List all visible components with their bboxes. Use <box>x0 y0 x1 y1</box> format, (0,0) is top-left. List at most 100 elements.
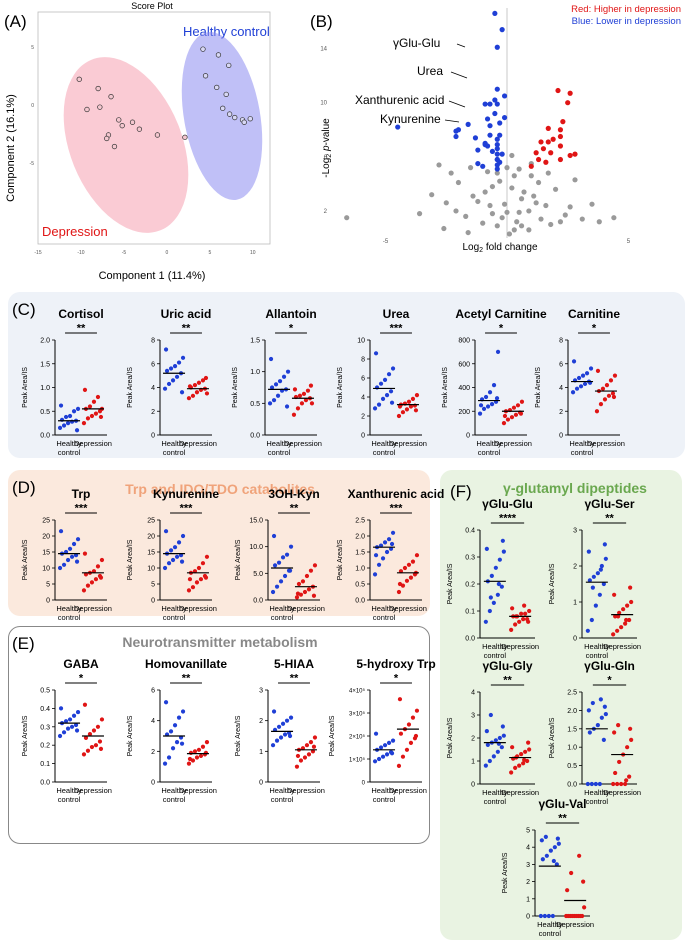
plot-title: Allantoin <box>265 307 316 321</box>
significance-stars: *** <box>75 503 89 515</box>
healthy-point <box>598 567 603 572</box>
depression-point <box>628 585 633 590</box>
y-tick-label: 4 <box>526 845 530 852</box>
depression-point <box>582 905 587 910</box>
healthy-point <box>485 742 490 748</box>
higher-point <box>555 87 561 94</box>
healthy-point <box>597 781 602 787</box>
plot-title: Trp <box>72 487 91 501</box>
depression-point <box>598 402 604 407</box>
depression-point <box>296 581 302 587</box>
score-plot-ytick: 5 <box>31 45 34 51</box>
nonsig-point <box>436 162 442 168</box>
higher-point <box>557 127 564 133</box>
nonsig-point <box>497 178 503 184</box>
y-tick-label: 6 <box>151 361 155 368</box>
nonsig-point <box>465 229 471 236</box>
nonsig-point <box>482 189 488 195</box>
annot-gglu-glu: γGlu-Glu <box>393 36 440 50</box>
healthy-point <box>276 560 282 565</box>
healthy-point <box>166 755 172 760</box>
panel-d-background <box>8 470 430 616</box>
healthy-point <box>389 400 395 405</box>
significance-stars: * <box>499 323 504 335</box>
healthy-point <box>384 393 390 398</box>
nonsig-point <box>487 202 493 209</box>
healthy-point <box>494 396 500 401</box>
healthy-point <box>382 540 388 545</box>
y-axis-label: Peak Area/IS <box>329 715 336 756</box>
depression-point <box>200 744 206 749</box>
x-label-control: control <box>268 448 291 457</box>
healthy-point <box>593 781 598 787</box>
depression-point <box>608 378 614 383</box>
lower-point <box>499 27 505 33</box>
healthy-point <box>477 411 483 416</box>
healthy-point <box>280 721 286 726</box>
depression-point <box>413 733 419 739</box>
y-tick-label: 1.0 <box>567 745 577 752</box>
healthy-point <box>277 379 283 384</box>
y-tick-label: 0 <box>526 914 530 921</box>
depression-point <box>192 749 198 754</box>
higher-point <box>560 119 566 125</box>
healthy-point <box>598 697 603 702</box>
healthy-point <box>166 561 172 566</box>
depression-point <box>186 396 192 401</box>
depression-point <box>517 763 522 768</box>
y-tick-label: 1 <box>471 759 475 766</box>
healthy-point <box>590 585 595 590</box>
depression-point <box>624 778 629 783</box>
depression-point <box>82 387 88 392</box>
y-tick-label: 0.5 <box>250 401 260 408</box>
significance-stars: ** <box>558 813 567 825</box>
y-tick-label: 1.0 <box>355 566 365 573</box>
healthy-point <box>163 529 169 534</box>
annot-urea: Urea <box>417 64 443 78</box>
y-tick-label: 200 <box>458 409 470 416</box>
y-axis-label: Peak Area/IS <box>127 539 134 580</box>
strip-plot-e2: Homovanillate 0 2 4 6 Peak Area/IS Healthycont… <box>127 657 227 804</box>
depression-point <box>87 732 93 737</box>
lower-point <box>494 156 500 163</box>
depression-point <box>95 394 101 400</box>
significance-stars: ** <box>77 323 86 335</box>
healthy-point <box>57 425 63 430</box>
depression-point <box>304 743 310 748</box>
healthy-point <box>495 349 501 354</box>
depression-point <box>410 715 416 720</box>
nonsig-point <box>475 198 481 205</box>
x-label-control: control <box>484 651 507 660</box>
y-tick-label: 2 <box>259 718 263 725</box>
depression-point <box>301 391 307 396</box>
strip-plot-d4: Xanthurenic acid 0.0 0.5 1.0 1.5 2.0 2.5 Peak A… <box>337 487 444 622</box>
healthy-point <box>571 359 577 364</box>
score-plot-ylabel: Component 2 (16.1%) <box>5 94 17 202</box>
lower-point <box>497 132 503 138</box>
x-label-control: control <box>58 795 81 804</box>
x-label-control: control <box>478 448 501 457</box>
nonsig-point <box>453 208 459 214</box>
x-label-depression: Depression <box>603 642 641 651</box>
depression-point <box>97 104 103 110</box>
depression-point <box>628 726 633 731</box>
depression-point <box>402 565 408 571</box>
x-label-control: control <box>484 797 507 806</box>
depression-point <box>194 580 200 585</box>
lower-point <box>487 123 493 129</box>
depression-point <box>309 401 315 406</box>
depression-point <box>569 870 574 876</box>
y-tick-label: 1.5 <box>567 726 577 733</box>
higher-point <box>565 100 571 106</box>
x-label-depression: Depression <box>74 439 112 448</box>
y-tick-label: 0 <box>559 433 563 440</box>
depression-point <box>198 753 204 759</box>
higher-point <box>557 133 564 140</box>
nonsig-point <box>548 221 554 228</box>
depression-point <box>95 564 101 569</box>
healthy-point <box>162 761 168 766</box>
healthy-point <box>389 541 395 547</box>
healthy-point <box>497 557 502 562</box>
healthy-point <box>73 722 79 728</box>
depression-point <box>98 575 104 580</box>
